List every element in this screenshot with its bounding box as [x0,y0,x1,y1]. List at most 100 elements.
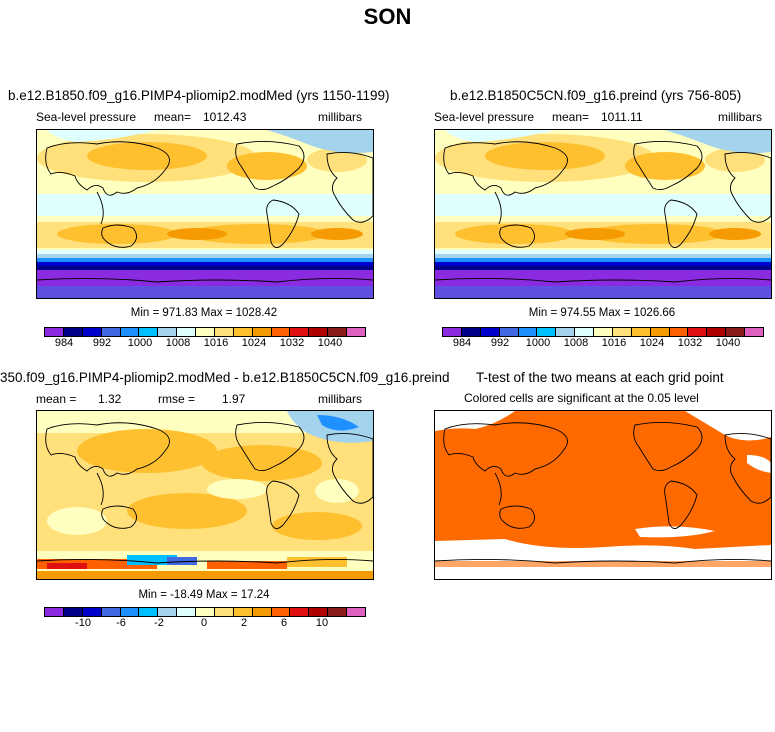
panel3-units: millibars [318,392,363,406]
panel1-minmax: Min = 971.83 Max = 1028.42 [130,307,278,319]
colorbar-tick: 1008 [563,337,589,349]
colorbar-swatch [214,328,234,336]
colorbar-swatch [707,328,727,336]
colorbar-swatch [45,328,64,336]
colorbar-swatch [745,328,763,336]
colorbar-swatch [252,328,272,336]
colorbar-tick: 1040 [715,337,741,349]
colorbar-swatch [309,608,329,616]
panel3-colorbar [44,607,366,617]
panel2-map [434,129,772,299]
colorbar-tick: 0 [200,617,208,629]
colorbar-tick: 1032 [279,337,305,349]
colorbar-swatch [328,608,347,616]
colorbar-swatch [518,328,538,336]
panel3-rmse-label: rmse = [158,392,196,406]
panel2-mean-label: mean= [552,110,590,124]
colorbar-swatch [537,328,557,336]
colorbar-swatch [139,328,159,336]
colorbar-swatch [63,328,83,336]
page-title: SON [363,4,412,29]
colorbar-swatch [214,608,234,616]
colorbar-tick: 1000 [525,337,551,349]
panel2-mean-value: 1011.11 [601,110,643,124]
colorbar-tick: 1024 [639,337,665,349]
colorbar-swatch [63,608,83,616]
colorbar-tick: 984 [452,337,472,349]
colorbar-tick: 10 [315,617,329,629]
panel3-map [36,410,374,580]
colorbar-swatch [101,328,121,336]
colorbar-swatch [499,328,519,336]
colorbar-swatch [120,328,140,336]
panel2-units: millibars [718,110,763,124]
colorbar-tick: -6 [116,617,126,629]
colorbar-swatch [158,608,178,616]
panel3-mean-label: mean = [36,392,77,406]
colorbar-tick: 1016 [203,337,229,349]
colorbar-swatch [594,328,613,336]
panel3-rmse-value: 1.97 [222,392,246,406]
colorbar-swatch [233,328,253,336]
panel2-title: b.e12.B1850C5CN.f09_g16.preind (yrs 756-… [450,88,742,103]
colorbar-tick: -10 [75,617,91,629]
colorbar-swatch [196,608,215,616]
colorbar-tick: 1016 [601,337,627,349]
colorbar-swatch [252,608,272,616]
colorbar-swatch [556,328,576,336]
colorbar-swatch [347,328,365,336]
colorbar-swatch [443,328,462,336]
colorbar-swatch [158,328,178,336]
colorbar-tick: -2 [154,617,164,629]
colorbar-swatch [650,328,670,336]
colorbar-swatch [120,608,140,616]
colorbar-swatch [290,608,310,616]
colorbar-tick: 1000 [127,337,153,349]
panel1-colorbar [44,327,366,337]
colorbar-tick: 1040 [317,337,343,349]
panel1-mean-value: 1012.43 [203,110,247,124]
colorbar-swatch [271,608,291,616]
colorbar-swatch [669,328,689,336]
panel4-map [434,410,772,580]
panel2-variable: Sea-level pressure [434,110,535,124]
panel4-title: T-test of the two means at each grid poi… [476,370,724,385]
colorbar-swatch [271,328,291,336]
colorbar-swatch [726,328,745,336]
panel1-units: millibars [318,110,363,124]
panel1-map [36,129,374,299]
colorbar-swatch [328,328,347,336]
colorbar-tick: 2 [240,617,248,629]
colorbar-swatch [461,328,481,336]
panel3-title: 350.f09_g16.PIMP4-pliomip2.modMed - b.e1… [0,370,450,385]
colorbar-tick: 992 [92,337,112,349]
colorbar-tick: 992 [490,337,510,349]
colorbar-swatch [45,608,64,616]
colorbar-swatch [309,328,329,336]
colorbar-swatch [347,608,365,616]
colorbar-tick: 1032 [677,337,703,349]
panel1-mean-label: mean= [154,110,192,124]
colorbar-swatch [82,328,102,336]
colorbar-swatch [177,328,196,336]
panel2-minmax: Min = 974.55 Max = 1026.66 [528,307,676,319]
colorbar-swatch [631,328,651,336]
colorbar-tick: 6 [280,617,288,629]
colorbar-swatch [139,608,159,616]
panel4-subtitle: Colored cells are significant at the 0.0… [464,391,699,405]
colorbar-tick: 1008 [165,337,191,349]
panel3-mean-value: 1.32 [98,392,122,406]
panel1-title: b.e12.B1850.f09_g16.PIMP4-pliomip2.modMe… [8,88,390,103]
colorbar-swatch [688,328,708,336]
colorbar-swatch [233,608,253,616]
colorbar-swatch [177,608,196,616]
colorbar-swatch [612,328,632,336]
colorbar-swatch [575,328,594,336]
colorbar-swatch [82,608,102,616]
colorbar-tick: 984 [54,337,74,349]
colorbar-swatch [480,328,500,336]
panel3-minmax: Min = -18.49 Max = 17.24 [138,589,270,601]
panel1-variable: Sea-level pressure [36,110,137,124]
colorbar-swatch [101,608,121,616]
colorbar-swatch [290,328,310,336]
